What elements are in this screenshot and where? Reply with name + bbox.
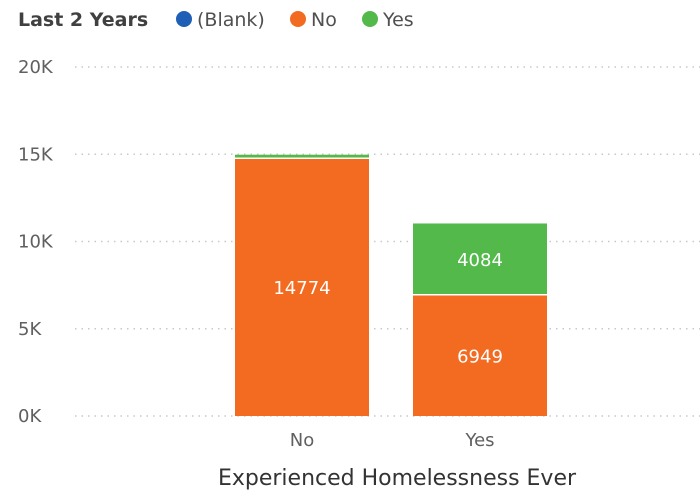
x-tick-label-no: No: [290, 430, 314, 451]
legend-marker-no: [290, 11, 306, 27]
legend-marker-blank: [176, 11, 192, 27]
x-axis: No Yes: [290, 430, 495, 451]
bar-segment-yes-2: [413, 223, 547, 295]
gridlines: [75, 66, 700, 417]
bars: [235, 154, 547, 416]
data-labels: 14774 6949 4084: [273, 250, 503, 367]
bar-segment-no-2: [235, 154, 369, 159]
y-tick-label-1: 5K: [18, 319, 42, 340]
bar-segment-no-1: [235, 158, 369, 416]
data-label-yes-1: 6949: [457, 346, 503, 367]
legend-label-blank: (Blank): [197, 9, 265, 31]
data-label-no-1: 14774: [273, 278, 330, 299]
legend-marker-yes: [362, 11, 378, 27]
y-tick-label-4: 20K: [18, 57, 54, 78]
bar-segment-yes-1: [413, 294, 547, 416]
x-axis-title: Experienced Homelessness Ever: [218, 466, 577, 491]
x-tick-label-yes: Yes: [464, 430, 494, 451]
legend-title: Last 2 Years: [18, 9, 148, 31]
data-label-yes-2: 4084: [457, 250, 503, 271]
legend: Last 2 Years (Blank) No Yes: [18, 9, 414, 31]
y-tick-label-0: 0K: [18, 406, 42, 427]
legend-label-no: No: [311, 9, 337, 31]
y-tick-label-3: 15K: [18, 144, 54, 165]
y-axis: 0K 5K 10K 15K 20K: [18, 57, 54, 427]
y-tick-label-2: 10K: [18, 232, 54, 253]
legend-label-yes: Yes: [382, 9, 414, 31]
